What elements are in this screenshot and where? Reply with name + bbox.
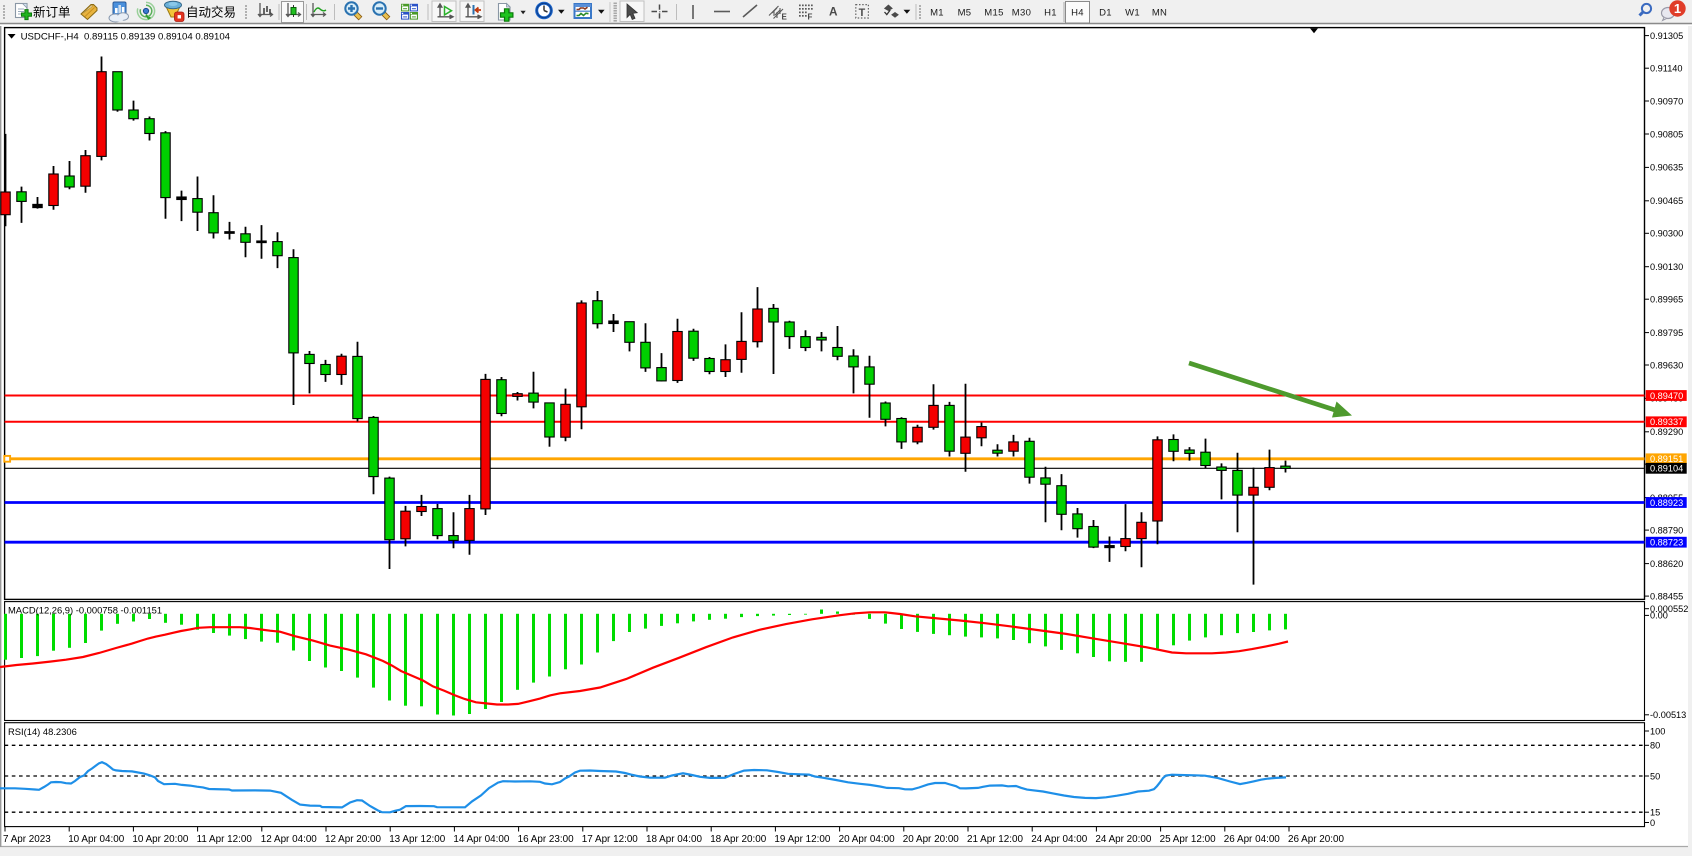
svg-text:24 Apr 04:00: 24 Apr 04:00 <box>1031 834 1088 845</box>
svg-text:16 Apr 23:00: 16 Apr 23:00 <box>518 834 575 845</box>
svg-text:20 Apr 04:00: 20 Apr 04:00 <box>839 834 896 845</box>
svg-text:0.88923: 0.88923 <box>1650 498 1683 508</box>
svg-text:0.89965: 0.89965 <box>1650 295 1683 305</box>
svg-text:0.89630: 0.89630 <box>1650 360 1683 370</box>
svg-text:A: A <box>829 4 838 18</box>
svg-text:11 Apr 12:00: 11 Apr 12:00 <box>197 834 253 845</box>
svg-text:M15: M15 <box>984 8 1003 19</box>
svg-text:24 Apr 20:00: 24 Apr 20:00 <box>1095 834 1152 845</box>
svg-text:0.89795: 0.89795 <box>1650 328 1683 338</box>
svg-text:1: 1 <box>1674 1 1681 16</box>
svg-text:T: T <box>859 7 866 19</box>
svg-text:21 Apr 12:00: 21 Apr 12:00 <box>967 834 1024 845</box>
svg-text:RSI(14) 48.2306: RSI(14) 48.2306 <box>8 726 77 737</box>
svg-text:0.90970: 0.90970 <box>1650 96 1683 106</box>
svg-text:W1: W1 <box>1125 8 1140 19</box>
svg-text:MN: MN <box>1152 8 1167 19</box>
svg-text:0.000552: 0.000552 <box>1650 604 1688 614</box>
svg-text:26 Apr 20:00: 26 Apr 20:00 <box>1288 834 1345 845</box>
svg-text:0.88620: 0.88620 <box>1650 559 1683 569</box>
svg-text:0.88455: 0.88455 <box>1650 591 1683 601</box>
svg-text:E: E <box>782 13 788 22</box>
svg-text:14 Apr 04:00: 14 Apr 04:00 <box>453 834 510 845</box>
svg-text:0.89337: 0.89337 <box>1650 417 1683 427</box>
svg-text:20 Apr 20:00: 20 Apr 20:00 <box>903 834 960 845</box>
svg-text:M5: M5 <box>958 8 972 19</box>
svg-text:13 Apr 12:00: 13 Apr 12:00 <box>389 834 446 845</box>
svg-text:25 Apr 12:00: 25 Apr 12:00 <box>1160 834 1217 845</box>
svg-text:USDCHF-,H4 0.89115 0.89139 0.: USDCHF-,H4 0.89115 0.89139 0.89104 0.891… <box>21 31 231 42</box>
svg-text:0.90300: 0.90300 <box>1650 229 1683 239</box>
svg-text:100: 100 <box>1650 726 1665 736</box>
svg-text:H1: H1 <box>1044 8 1057 19</box>
svg-text:0.89151: 0.89151 <box>1650 454 1683 464</box>
svg-text:H4: H4 <box>1071 8 1084 19</box>
svg-text:M30: M30 <box>1012 8 1031 19</box>
svg-text:0.00: 0.00 <box>1650 611 1668 621</box>
svg-text:19 Apr 12:00: 19 Apr 12:00 <box>774 834 831 845</box>
svg-text:0.89104: 0.89104 <box>1650 464 1683 474</box>
svg-text:0.89470: 0.89470 <box>1650 391 1683 401</box>
svg-text:18 Apr 04:00: 18 Apr 04:00 <box>646 834 703 845</box>
svg-text:0.90465: 0.90465 <box>1650 196 1683 206</box>
svg-text:18 Apr 20:00: 18 Apr 20:00 <box>710 834 767 845</box>
svg-text:MACD(12,26,9) -0.000758 -0.001: MACD(12,26,9) -0.000758 -0.001151 <box>8 605 162 616</box>
svg-text:M1: M1 <box>930 8 944 19</box>
svg-text:新订单: 新订单 <box>33 5 71 20</box>
svg-text:10 Apr 04:00: 10 Apr 04:00 <box>68 834 125 845</box>
svg-text:10 Apr 20:00: 10 Apr 20:00 <box>132 834 189 845</box>
svg-text:12 Apr 20:00: 12 Apr 20:00 <box>325 834 382 845</box>
svg-text:0.88723: 0.88723 <box>1650 538 1683 548</box>
svg-text:0.89290: 0.89290 <box>1650 427 1683 437</box>
svg-text:D1: D1 <box>1099 8 1112 19</box>
svg-text:7 Apr 2023: 7 Apr 2023 <box>3 834 51 845</box>
svg-text:F: F <box>808 13 813 22</box>
svg-text:80: 80 <box>1650 741 1660 751</box>
svg-text:0.90130: 0.90130 <box>1650 262 1683 272</box>
svg-text:12 Apr 04:00: 12 Apr 04:00 <box>261 834 318 845</box>
svg-text:0: 0 <box>1650 818 1655 828</box>
svg-text:0.91140: 0.91140 <box>1650 64 1683 74</box>
svg-text:50: 50 <box>1650 771 1660 781</box>
svg-text:0.91305: 0.91305 <box>1650 31 1683 41</box>
svg-text:15: 15 <box>1650 808 1660 818</box>
svg-text:-0.00513: -0.00513 <box>1650 710 1686 720</box>
svg-text:26 Apr 04:00: 26 Apr 04:00 <box>1224 834 1281 845</box>
svg-text:0.88790: 0.88790 <box>1650 525 1683 535</box>
svg-text:17 Apr 12:00: 17 Apr 12:00 <box>582 834 639 845</box>
svg-text:0.90805: 0.90805 <box>1650 129 1683 139</box>
svg-text:0.90635: 0.90635 <box>1650 163 1683 173</box>
svg-text:自动交易: 自动交易 <box>186 5 236 20</box>
